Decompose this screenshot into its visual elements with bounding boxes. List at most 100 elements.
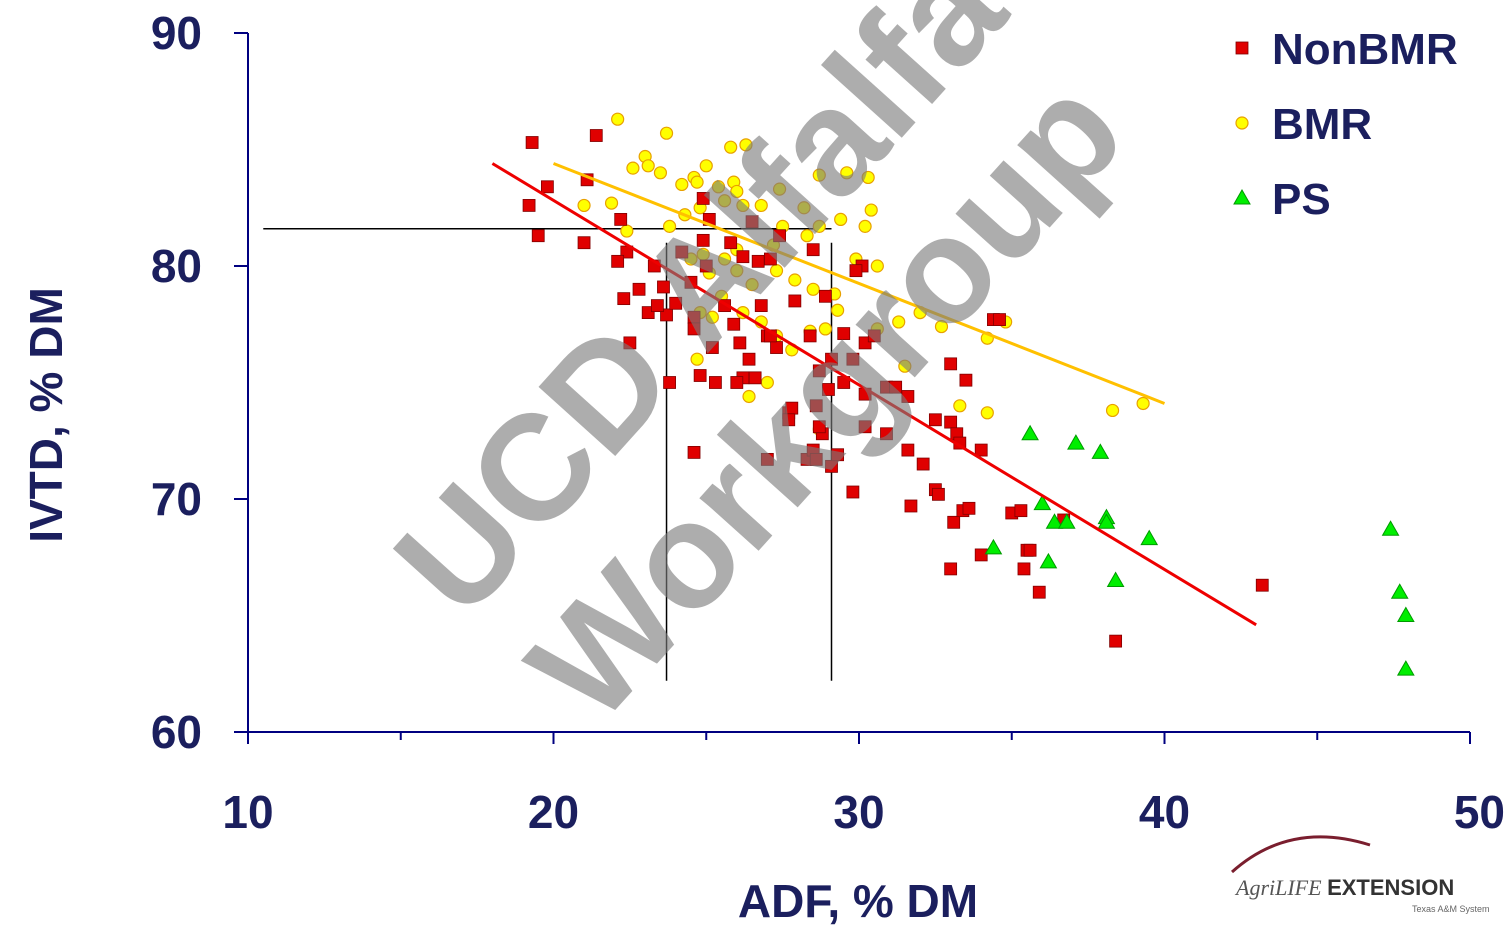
legend-marker-bmr (1235, 116, 1249, 130)
data-point-bmr (754, 198, 768, 213)
data-point-bmr (577, 198, 591, 213)
data-point-bmr (724, 140, 738, 154)
trendline-bmr (552, 162, 1166, 405)
x-tick-label: 30 (833, 786, 884, 838)
data-point-nonbmr (696, 233, 710, 247)
data-point-nonbmr (589, 129, 603, 142)
data-point-nonbmr (657, 280, 670, 294)
data-point-nonbmr (993, 313, 1006, 326)
legend-label-ps: PS (1272, 175, 1331, 224)
y-axis-title: IVTD, % DM (20, 287, 72, 543)
data-point-nonbmr (687, 445, 701, 459)
data-point-bmr (690, 175, 704, 189)
data-point-nonbmr (974, 443, 988, 457)
data-point-bmr (739, 138, 753, 152)
data-point-bmr (898, 359, 912, 373)
data-point-nonbmr (959, 373, 973, 387)
data-point-nonbmr (901, 390, 915, 403)
data-point-nonbmr (962, 501, 976, 515)
data-point-nonbmr (822, 383, 835, 396)
data-point-nonbmr (705, 341, 719, 354)
data-point-nonbmr (754, 299, 768, 313)
data-point-nonbmr (614, 212, 628, 226)
data-point-ps (1021, 424, 1039, 441)
data-point-bmr (717, 194, 732, 208)
data-point-nonbmr (1255, 578, 1269, 592)
data-point-bmr (812, 168, 826, 182)
logo-subtitle: Texas A&M System (1412, 904, 1490, 914)
data-point-nonbmr (1023, 543, 1037, 557)
axes (234, 32, 1471, 744)
data-point-nonbmr (809, 399, 823, 413)
data-point-nonbmr (736, 250, 750, 264)
data-point-nonbmr (1017, 562, 1031, 576)
data-point-nonbmr (901, 443, 915, 457)
data-point-nonbmr (846, 485, 860, 499)
data-point-ps (1091, 443, 1110, 459)
data-point-nonbmr (632, 282, 646, 296)
data-point-bmr (690, 352, 704, 366)
data-point-bmr (730, 264, 744, 278)
tick-labels: 10 20 30 40 50 60 70 80 90 (151, 7, 1505, 838)
data-point-nonbmr (751, 254, 765, 268)
data-point-nonbmr (812, 364, 826, 378)
data-point-bmr (626, 161, 640, 175)
agrilife-logo: AgriLIFE EXTENSION Texas A&M System (1230, 835, 1490, 914)
data-point-ps (1033, 494, 1052, 511)
data-point-nonbmr (611, 254, 625, 268)
data-point-bmr (953, 399, 967, 413)
data-point-nonbmr (944, 415, 958, 429)
data-point-nonbmr (675, 245, 689, 259)
data-point-nonbmr (699, 259, 713, 273)
data-point-nonbmr (748, 371, 762, 385)
data-point-nonbmr (617, 292, 631, 306)
data-point-nonbmr (760, 452, 774, 466)
data-point-nonbmr (522, 199, 536, 212)
legend-label-bmr: BMR (1272, 100, 1372, 149)
data-point-nonbmr (889, 380, 903, 394)
data-point-nonbmr (809, 452, 823, 466)
y-tick-label: 90 (151, 7, 202, 59)
x-tick-label: 40 (1139, 786, 1190, 838)
data-point-nonbmr (944, 562, 958, 576)
data-point-bmr (611, 112, 625, 126)
data-point-nonbmr (669, 296, 683, 310)
data-point-nonbmr (525, 136, 539, 149)
data-point-nonbmr (1014, 504, 1028, 518)
data-point-nonbmr (540, 180, 554, 194)
watermark: UCD Alfalfa Workgroup (362, 0, 1154, 751)
data-point-nonbmr (818, 289, 832, 303)
data-point-nonbmr (724, 236, 738, 250)
data-point-bmr (858, 219, 872, 233)
data-point-bmr (870, 259, 884, 273)
data-point-nonbmr (1032, 585, 1046, 599)
data-point-nonbmr (837, 327, 851, 340)
data-point-ps (1067, 434, 1085, 450)
data-point-bmr (980, 406, 994, 420)
logo-brand-italic: Agri (1234, 875, 1275, 900)
data-point-ps (1039, 552, 1058, 569)
data-point-nonbmr (650, 299, 664, 313)
trendline-nonbmr (491, 162, 1257, 627)
logo-arc-icon (1230, 835, 1371, 874)
data-point-nonbmr (696, 192, 710, 205)
data-point-bmr (892, 315, 906, 329)
data-point-bmr (772, 182, 787, 196)
data-point-nonbmr (742, 352, 756, 366)
data-point-nonbmr (727, 317, 741, 331)
data-point-bmr (812, 219, 826, 233)
legend-label-nonbmr: NonBMR (1272, 25, 1458, 74)
x-tick-label: 10 (222, 786, 273, 838)
data-point-bmr (699, 159, 713, 173)
data-point-nonbmr (858, 420, 872, 434)
data-point-bmr (742, 389, 756, 404)
y-tick-label: 60 (151, 706, 202, 758)
data-point-nonbmr (623, 336, 637, 350)
data-point-bmr (705, 310, 719, 324)
x-tick-label: 20 (528, 786, 579, 838)
x-tick-label: 50 (1454, 786, 1505, 838)
y-tick-label: 70 (151, 473, 202, 525)
data-point-nonbmr (663, 376, 676, 389)
data-point-ps (1106, 571, 1125, 588)
data-point-nonbmr (944, 357, 958, 371)
